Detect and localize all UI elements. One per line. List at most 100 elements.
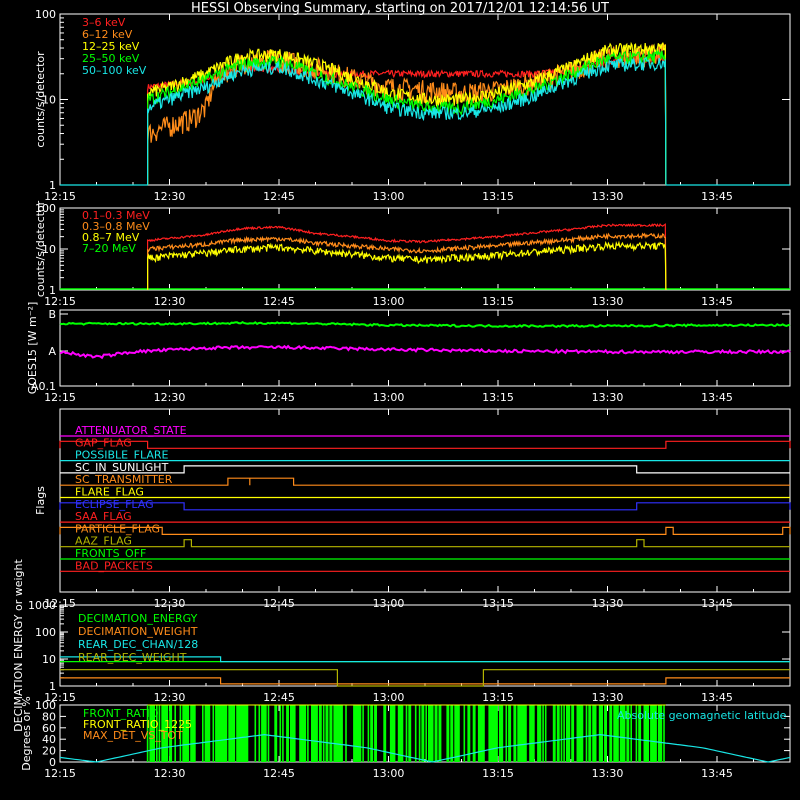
- x-tick-label: 13:00: [373, 767, 405, 780]
- y-tick-label: 100: [35, 202, 56, 215]
- goes-long-line: [59, 321, 791, 328]
- flag-label: SC_IN_SUNLIGHT: [75, 461, 169, 474]
- x-tick-label: 13:30: [592, 391, 624, 404]
- x-tick-label: 12:45: [263, 767, 295, 780]
- decimation-series-3-line: [60, 669, 790, 687]
- flag-label: FLARE_FLAG: [75, 486, 144, 499]
- x-tick-label: 13:15: [482, 691, 514, 704]
- y-tick-label: 10: [42, 94, 56, 107]
- legend-entry: 50–100 keV: [82, 64, 147, 77]
- flag-eclipse-flag-line: [59, 502, 791, 511]
- x-tick-label: 13:45: [701, 190, 733, 203]
- flag-label: ECLIPSE_FLAG: [75, 498, 154, 511]
- x-tick-label: 13:45: [701, 391, 733, 404]
- x-tick-label: 12:45: [263, 391, 295, 404]
- series-1-2-line: [147, 240, 667, 291]
- flag-label: ATTENUATOR_STATE: [75, 424, 187, 437]
- x-tick-label: 13:00: [373, 597, 405, 610]
- x-tick-label: 13:15: [482, 597, 514, 610]
- y-tick-label: 20: [42, 745, 56, 758]
- x-tick-label: 12:15: [44, 190, 76, 203]
- x-tick-label: 13:45: [701, 295, 733, 308]
- legend-entry: FRONT_RATIO_1225: [83, 718, 192, 731]
- series-0-4-line: [147, 56, 667, 186]
- series-1-1-line: [147, 232, 667, 291]
- x-tick-label: 12:15: [44, 691, 76, 704]
- x-tick-label: 13:00: [373, 295, 405, 308]
- y-tick-label: 60: [42, 722, 56, 735]
- x-tick-label: 13:00: [373, 391, 405, 404]
- x-tick-label: 12:15: [44, 767, 76, 780]
- x-tick-label: 12:15: [44, 597, 76, 610]
- y-tick-label: 1: [49, 284, 56, 297]
- y-tick-label: 100: [35, 626, 56, 639]
- x-tick-label: 13:30: [592, 295, 624, 308]
- x-tick-label: 12:30: [154, 295, 186, 308]
- geomagnetic-latitude-line: [59, 733, 791, 763]
- decimation-series-1-line: [60, 677, 790, 685]
- decimation-series-2-line: [60, 656, 790, 663]
- flag-label: GAP_FLAG: [75, 436, 132, 449]
- y-tick-label: A0.1: [31, 380, 56, 393]
- legend-entry: 6–12 keV: [82, 28, 133, 41]
- x-tick-label: 13:15: [482, 767, 514, 780]
- flag-gap-flag-line: [59, 440, 791, 449]
- legend-entry: REAR_DEC_CHAN/128: [78, 638, 198, 651]
- flag-label: POSSIBLE_FLARE: [75, 449, 169, 462]
- y-axis-label: counts/s/detector: [34, 200, 47, 297]
- x-tick-label: 13:15: [482, 295, 514, 308]
- y-tick-label: B: [48, 308, 56, 321]
- y-tick-label: 100: [35, 8, 56, 21]
- x-tick-label: 12:30: [154, 391, 186, 404]
- y-tick-label: 80: [42, 710, 56, 723]
- legend-entry: 0.1–0.3 MeV: [82, 209, 150, 222]
- front-ratio-bars: [146, 705, 665, 762]
- y-axis-label: Flags: [34, 486, 47, 515]
- x-tick-label: 12:30: [154, 597, 186, 610]
- flag-sc-transmitter-line: [60, 477, 790, 486]
- flag-label: AAZ_FLAG: [75, 535, 132, 548]
- flag-particle-flag-line: [59, 526, 791, 535]
- y-tick-label: A: [48, 345, 56, 358]
- x-tick-label: 13:00: [373, 691, 405, 704]
- legend-entry: 0.8–7 MeV: [82, 231, 140, 244]
- flag-label: SC_TRANSMITTER: [75, 473, 173, 486]
- legend-entry: DECIMATION_WEIGHT: [78, 625, 198, 638]
- x-tick-label: 12:15: [44, 391, 76, 404]
- flag-sc-in-sunlight-line: [60, 465, 790, 474]
- x-tick-label: 12:30: [154, 190, 186, 203]
- legend-entry: 0.3–0.8 MeV: [82, 220, 150, 233]
- y-tick-label: 1: [49, 179, 56, 192]
- x-tick-label: 13:15: [482, 190, 514, 203]
- x-tick-label: 12:45: [263, 597, 295, 610]
- y-tick-label: 0: [49, 756, 56, 769]
- x-tick-label: 12:45: [263, 295, 295, 308]
- x-tick-label: 12:15: [44, 295, 76, 308]
- y-tick-label: 100: [35, 699, 56, 712]
- x-tick-label: 13:00: [373, 190, 405, 203]
- legend-entry: 25–50 keV: [82, 52, 140, 65]
- y-tick-label: 40: [42, 733, 56, 746]
- chart-title: HESSI Observing Summary, starting on 201…: [191, 1, 609, 16]
- y-axis-label: Degrees or %: [20, 696, 33, 770]
- y-axis-label: counts/s/detector: [34, 51, 47, 148]
- x-tick-label: 13:45: [701, 691, 733, 704]
- y-tick-label: 1000: [28, 599, 56, 612]
- x-tick-label: 13:30: [592, 597, 624, 610]
- x-tick-label: 12:30: [154, 691, 186, 704]
- x-tick-label: 13:30: [592, 190, 624, 203]
- y-tick-label: 1: [49, 680, 56, 693]
- legend-entry: DECIMATION_ENERGY: [78, 612, 198, 625]
- x-tick-label: 12:45: [263, 691, 295, 704]
- flag-aaz-flag-line: [60, 539, 790, 548]
- x-tick-label: 13:45: [701, 767, 733, 780]
- legend-entry: FRONT_RATIO: [83, 707, 159, 720]
- y-tick-label: 10: [42, 653, 56, 666]
- flag-label: FRONTS_OFF: [75, 547, 146, 560]
- x-tick-label: 13:30: [592, 691, 624, 704]
- x-tick-label: 12:45: [263, 190, 295, 203]
- legend-entry: MAX_DET_VS_TOT: [83, 729, 183, 742]
- x-tick-label: 13:45: [701, 597, 733, 610]
- flag-label: PARTICLE_FLAG: [75, 522, 160, 535]
